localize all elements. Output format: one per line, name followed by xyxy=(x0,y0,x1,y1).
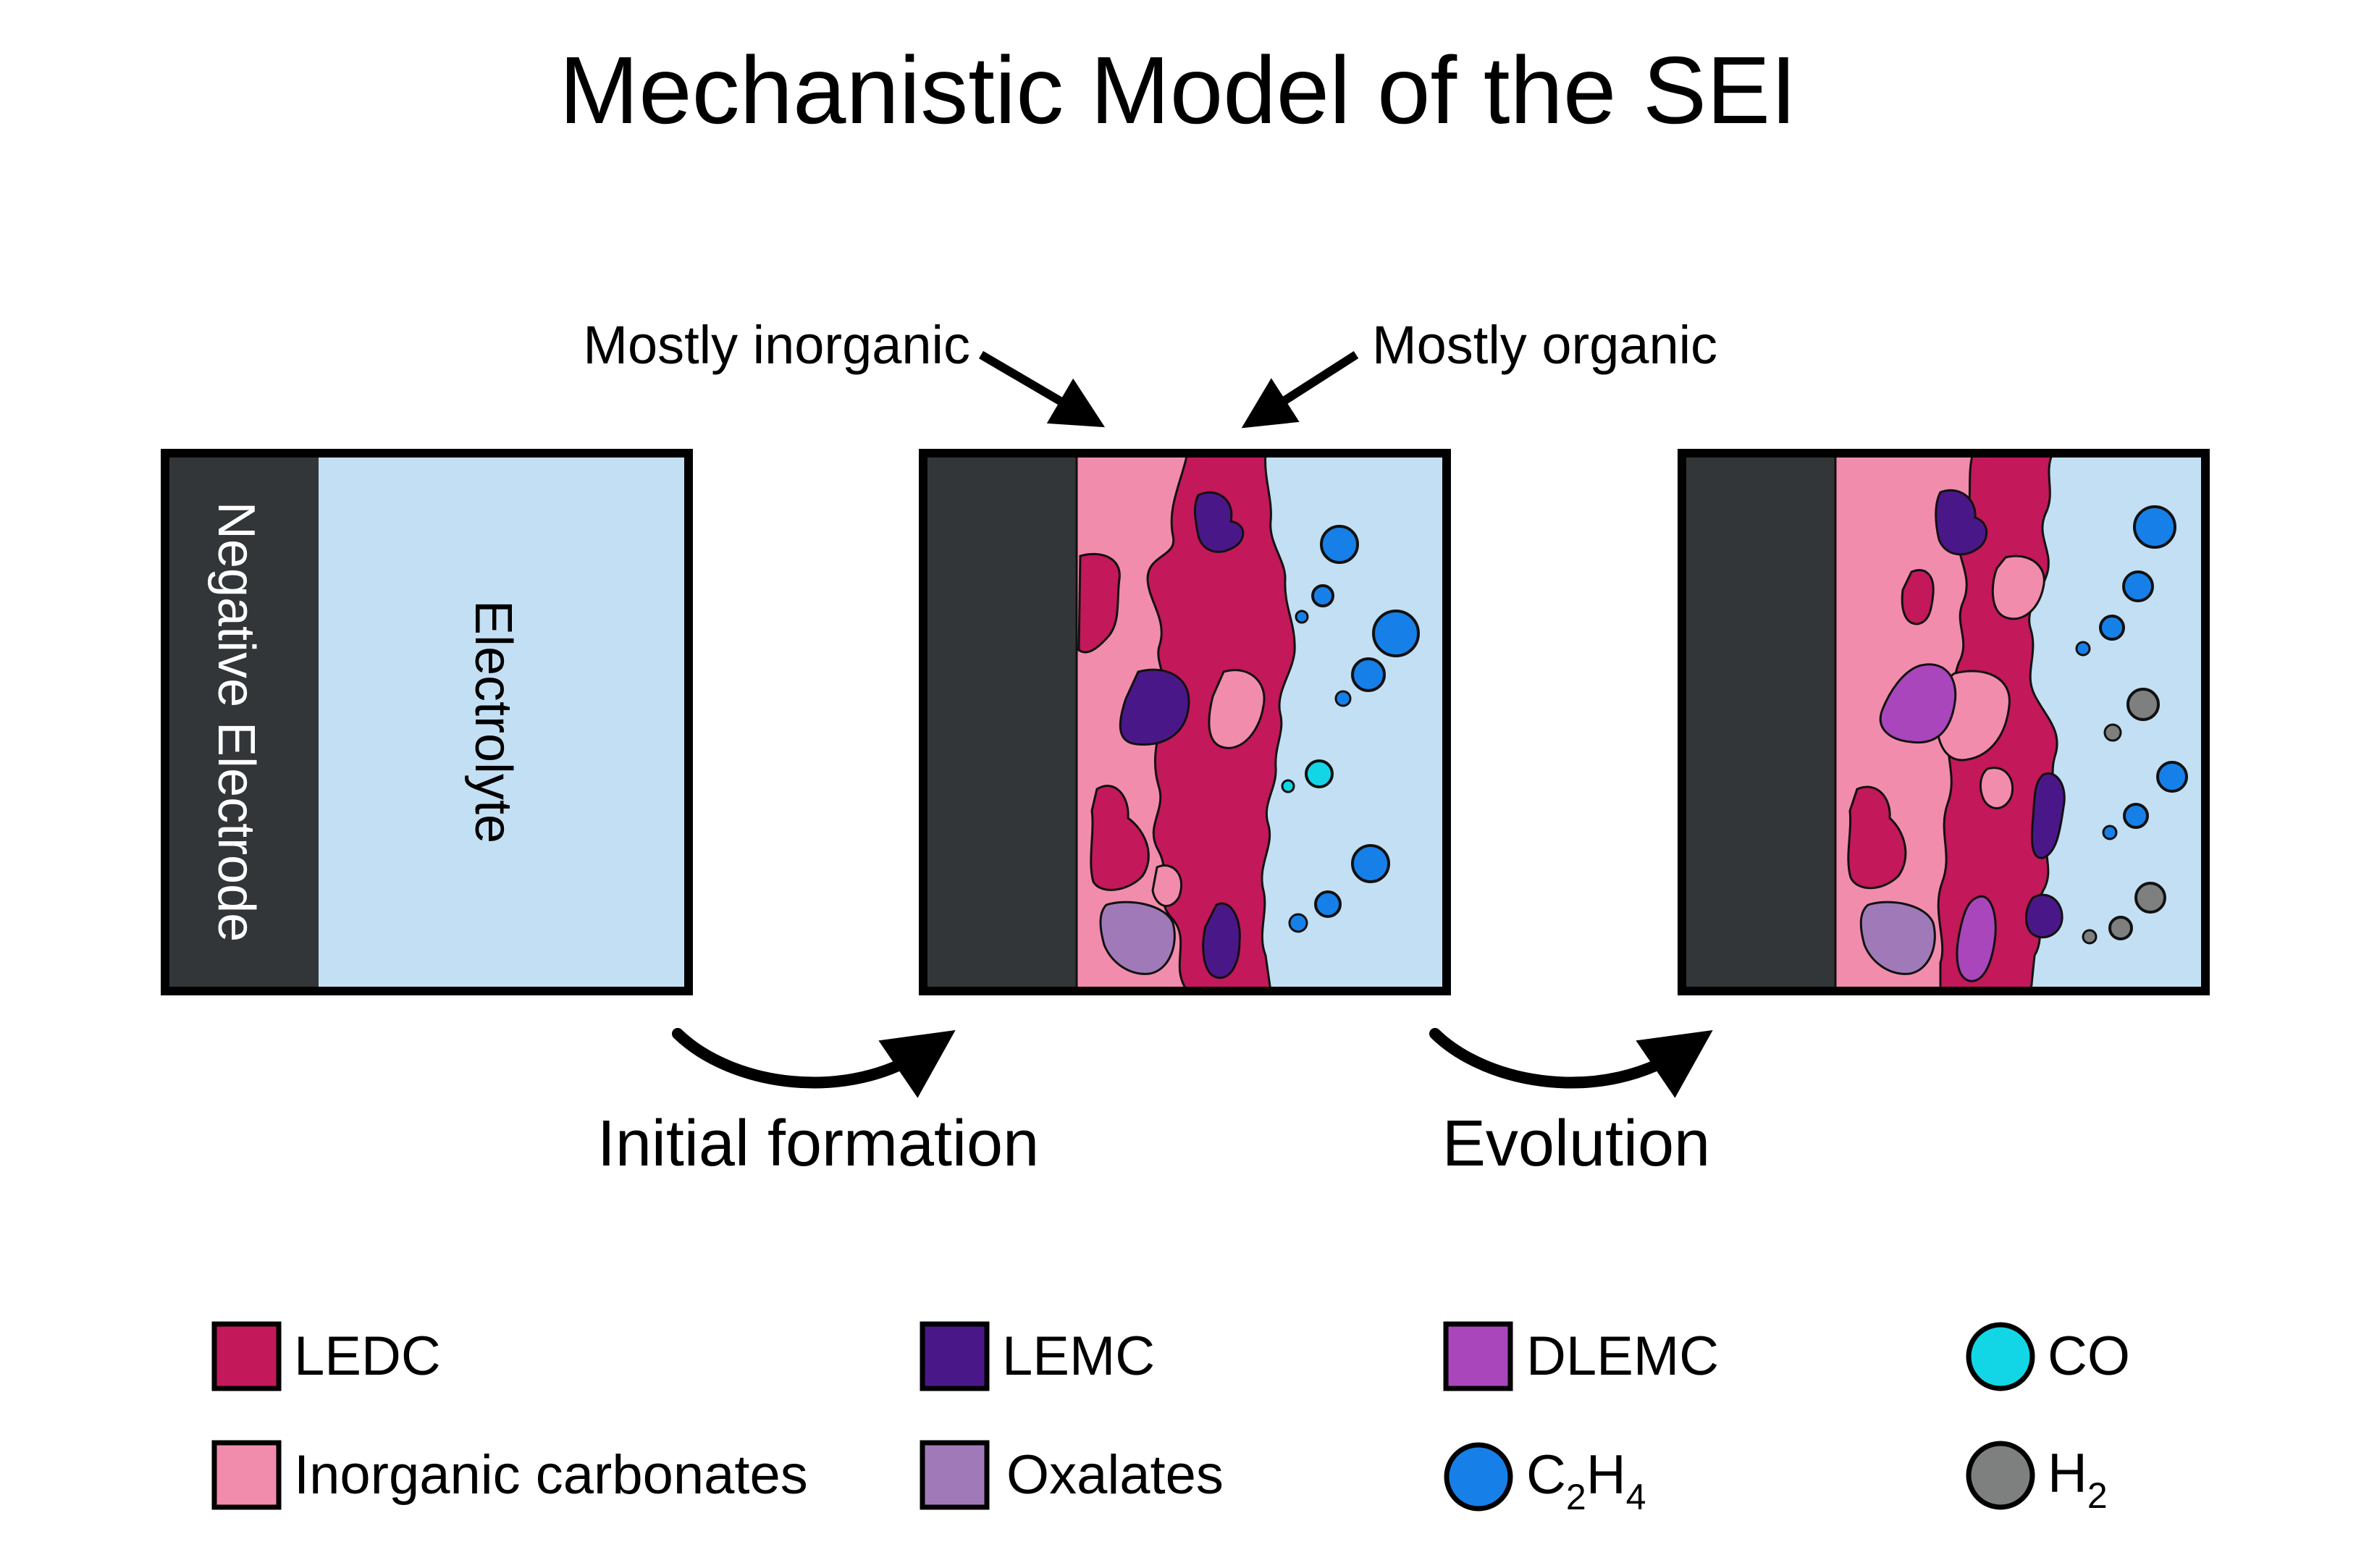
initial-formation-label: Initial formation xyxy=(597,1108,1039,1180)
legend-swatch-inorganic-carbonates xyxy=(211,1440,282,1510)
legend-label-h2: H2 xyxy=(2048,1443,2108,1516)
legend-label-inorganic-carbonates: Inorganic carbonates xyxy=(294,1444,808,1506)
panel3-h2-bubble xyxy=(2126,688,2160,721)
panel2-c2h4-bubble xyxy=(1314,890,1342,918)
c2h4-h: H xyxy=(1586,1444,1626,1506)
legend-swatch-co xyxy=(1966,1322,2035,1391)
legend-label-dlemc: DLEMC xyxy=(1526,1325,1719,1387)
panel1-frame xyxy=(161,449,693,995)
panel2-lemc-patch xyxy=(1119,668,1190,746)
legend-swatch-oxalates xyxy=(920,1440,990,1510)
legend-swatch-dlemc xyxy=(1443,1321,1513,1391)
callout-mostly-organic: Mostly organic xyxy=(1372,315,1717,375)
panel3-ledc-patch xyxy=(1901,569,1935,625)
panel-initial-state: Negative Electrode Electrolyte xyxy=(161,449,693,995)
legend-swatch-ledc xyxy=(211,1321,282,1391)
panel2-lemc-patch xyxy=(1194,491,1245,553)
callout-mostly-inorganic: Mostly inorganic xyxy=(583,315,970,375)
h2-h: H xyxy=(2048,1443,2087,1504)
h2-sub2: 2 xyxy=(2087,1475,2108,1516)
panel2-c2h4-bubble xyxy=(1311,584,1334,607)
panel2-inorganic-patch xyxy=(1208,669,1266,749)
panel3-ledc-patch xyxy=(1847,785,1907,890)
legend-swatch-c2h4 xyxy=(1444,1442,1513,1512)
panel2-ledc-patch xyxy=(1077,552,1121,654)
panel2-co-bubble xyxy=(1305,759,1334,788)
panel2-c2h4-bubble xyxy=(1320,525,1359,564)
panel2-frame xyxy=(919,449,1451,995)
c2h4-sub4: 4 xyxy=(1626,1477,1646,1517)
evolution-label: Evolution xyxy=(1442,1108,1710,1180)
legend-swatch-h2 xyxy=(1966,1441,2035,1510)
initial-formation-arrow xyxy=(672,1028,956,1098)
panel3-h2-bubble xyxy=(2108,916,2133,940)
panel1-negative-electrode xyxy=(165,453,319,991)
panel2-c2h4-bubble xyxy=(1288,913,1308,933)
panel-initial-formation xyxy=(919,449,1451,995)
panel3-c2h4-bubble xyxy=(2122,570,2154,602)
panel2-inorganic-patch xyxy=(1151,864,1183,907)
electrolyte-label: Electrolyte xyxy=(464,600,522,843)
panel3-lemc-patch xyxy=(2025,893,2063,939)
legend-swatch-lemc xyxy=(920,1321,990,1391)
panel2-c2h4-bubble xyxy=(1351,657,1386,692)
panel2-co-bubble xyxy=(1281,779,1295,793)
panel2-c2h4-bubble xyxy=(1351,844,1390,883)
panel3-negative-electrode xyxy=(1680,452,1837,992)
callout-arrow-inorganic xyxy=(978,350,1106,428)
panel-evolution xyxy=(1678,449,2210,995)
panel2-c2h4-bubble xyxy=(1372,610,1420,657)
legend-label-ledc: LEDC xyxy=(294,1325,441,1387)
panel3-lemc-patch xyxy=(2031,772,2066,859)
legend-label-c2h4: C2H4 xyxy=(1526,1444,1646,1517)
panel3-h2-bubble xyxy=(2103,723,2122,742)
callout-arrow-organic xyxy=(1241,350,1359,429)
legend-label-lemc: LEMC xyxy=(1002,1325,1155,1387)
negative-electrode-label: Negative Electrode xyxy=(207,502,265,942)
panel3-c2h4-bubble xyxy=(2156,761,2188,793)
panel3-dlemc-patch xyxy=(1879,663,1957,744)
panel2-lemc-patch xyxy=(1202,902,1241,979)
panel3-lemc-patch xyxy=(1935,489,1988,556)
panel3-c2h4-bubble xyxy=(2099,615,2125,641)
c2h4-sub2: 2 xyxy=(1566,1477,1586,1517)
panel2-ledc-patch xyxy=(1090,785,1150,891)
panel2-negative-electrode xyxy=(922,452,1078,992)
panel2-c2h4-bubble xyxy=(1295,610,1309,624)
panel3-dlemc-patch xyxy=(1956,895,1997,982)
diagram-title: Mechanistic Model of the SEI xyxy=(559,37,1797,143)
c2h4-c: C xyxy=(1526,1444,1566,1506)
legend-label-co: CO xyxy=(2048,1325,2130,1387)
evolution-arrow xyxy=(1429,1028,1713,1098)
panel3-c2h4-bubble xyxy=(2075,641,2091,657)
panel3-inorganic-patch xyxy=(1991,555,2045,620)
panel3-h2-bubble xyxy=(2134,882,2166,914)
panel3-c2h4-bubble xyxy=(2102,825,2118,840)
legend: LEDC Inorganic carbonates LEMC Oxalates … xyxy=(211,1321,2130,1517)
panel2-oxalate-patch xyxy=(1099,901,1176,975)
panel2-c2h4-bubble xyxy=(1334,690,1352,707)
panel3-c2h4-bubble xyxy=(2133,505,2176,549)
panel3-c2h4-bubble xyxy=(2123,803,2149,829)
panel3-inorganic-patch xyxy=(1979,767,2014,809)
panel3-oxalate-patch xyxy=(1859,901,1936,975)
legend-label-oxalates: Oxalates xyxy=(1006,1444,1224,1506)
panel3-frame xyxy=(1678,449,2210,995)
panel3-h2-bubble xyxy=(2082,929,2098,945)
